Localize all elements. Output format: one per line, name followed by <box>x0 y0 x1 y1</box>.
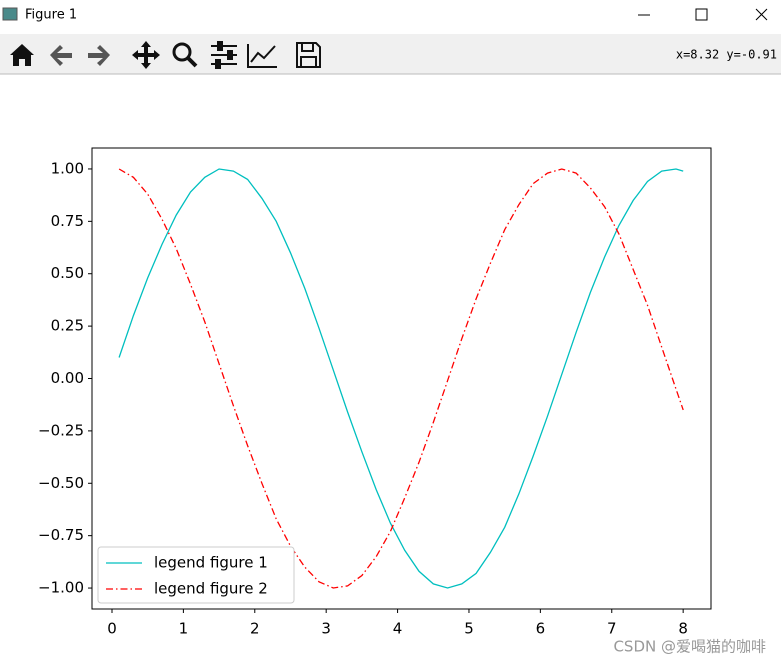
watermark: CSDN @爱喝猫的咖啡 <box>613 638 766 656</box>
forward-button[interactable] <box>88 45 110 66</box>
y-tick-label: −1.00 <box>38 579 84 597</box>
legend-label: legend figure 1 <box>154 554 268 572</box>
x-tick-label: 4 <box>393 620 403 638</box>
close-button[interactable] <box>755 8 768 21</box>
y-tick-label: 0.25 <box>51 317 84 335</box>
x-tick-label: 7 <box>607 620 617 638</box>
x-tick-label: 6 <box>536 620 546 638</box>
y-tick-label: −0.50 <box>38 474 84 492</box>
window-title: Figure 1 <box>25 8 77 23</box>
series-line <box>118 168 684 589</box>
y-tick-label: 0.75 <box>51 212 84 230</box>
plot-frame <box>91 147 712 610</box>
series-line <box>118 168 684 589</box>
home-button[interactable] <box>10 44 34 66</box>
x-tick-label: 3 <box>321 620 331 638</box>
x-tick-label: 1 <box>179 620 189 638</box>
y-tick-label: −0.75 <box>38 526 84 544</box>
legend-label: legend figure 2 <box>154 580 268 598</box>
back-button[interactable] <box>50 45 72 66</box>
x-tick-label: 5 <box>464 620 474 638</box>
maximize-button[interactable] <box>695 8 708 21</box>
y-tick-label: 0.50 <box>51 264 84 282</box>
edit-axes-button[interactable] <box>247 44 277 68</box>
pan-button[interactable] <box>132 41 160 69</box>
zoom-button[interactable] <box>172 42 198 68</box>
toolbar <box>0 34 781 74</box>
title-bar <box>0 0 781 32</box>
y-tick-label: −0.25 <box>38 421 84 439</box>
y-tick-label: 0.00 <box>51 369 84 387</box>
configure-button[interactable] <box>211 41 237 69</box>
y-tick-label: 1.00 <box>51 159 84 177</box>
save-button[interactable] <box>296 42 321 68</box>
x-tick-label: 0 <box>107 620 117 638</box>
x-tick-label: 2 <box>250 620 260 638</box>
app-icon <box>2 7 18 21</box>
coordinates: x=8.32 y=-0.91 <box>676 48 777 62</box>
legend-box <box>97 546 295 604</box>
x-tick-label: 8 <box>678 620 688 638</box>
